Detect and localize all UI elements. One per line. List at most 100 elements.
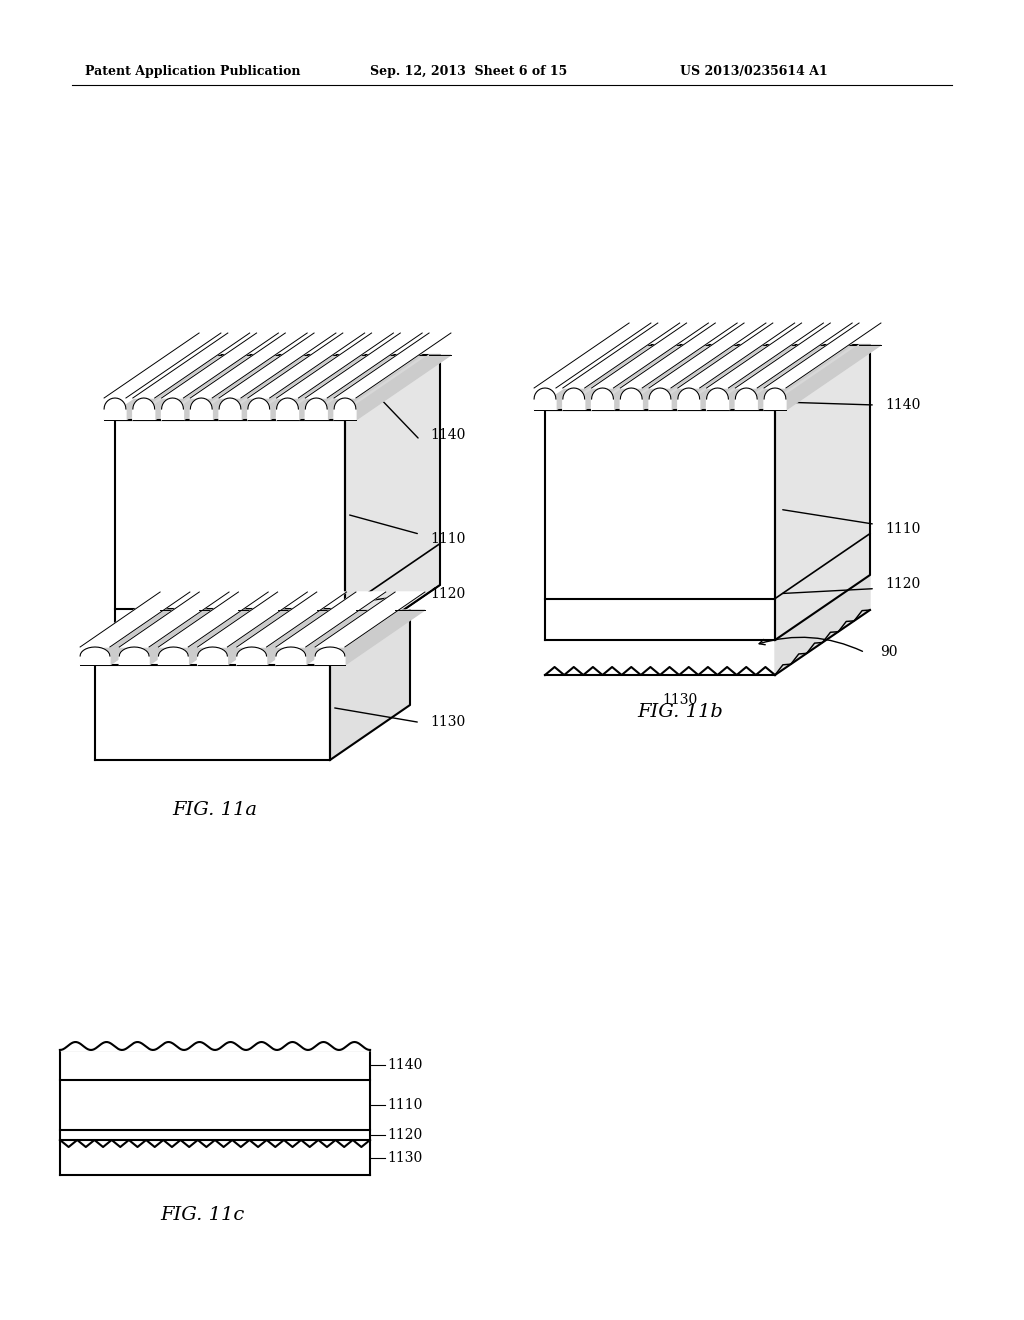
Polygon shape (315, 647, 345, 665)
Polygon shape (60, 1049, 370, 1175)
Polygon shape (190, 399, 212, 420)
Polygon shape (621, 323, 737, 388)
Text: FIG. 11c: FIG. 11c (160, 1206, 245, 1224)
Polygon shape (535, 323, 651, 388)
Polygon shape (237, 591, 346, 647)
Polygon shape (678, 345, 795, 411)
Polygon shape (334, 333, 451, 399)
Polygon shape (198, 610, 307, 665)
Polygon shape (735, 345, 852, 411)
Polygon shape (237, 610, 346, 665)
Polygon shape (159, 647, 188, 665)
Polygon shape (159, 591, 268, 647)
Polygon shape (563, 388, 585, 411)
Polygon shape (735, 323, 852, 388)
Polygon shape (707, 323, 823, 388)
Polygon shape (621, 345, 737, 411)
Polygon shape (190, 333, 307, 399)
Polygon shape (219, 399, 241, 420)
Polygon shape (764, 323, 881, 388)
Text: 1110: 1110 (387, 1098, 422, 1111)
Polygon shape (678, 388, 699, 411)
Polygon shape (764, 345, 881, 411)
Polygon shape (115, 420, 345, 649)
Text: Sep. 12, 2013  Sheet 6 of 15: Sep. 12, 2013 Sheet 6 of 15 (370, 65, 567, 78)
Text: 1110: 1110 (885, 523, 921, 536)
Polygon shape (334, 355, 451, 420)
Polygon shape (678, 323, 795, 388)
Polygon shape (545, 411, 775, 640)
Polygon shape (276, 399, 298, 420)
Polygon shape (80, 610, 189, 665)
Polygon shape (592, 345, 709, 411)
Polygon shape (119, 591, 229, 647)
Polygon shape (162, 399, 183, 420)
Polygon shape (592, 388, 613, 411)
Polygon shape (133, 355, 250, 420)
Polygon shape (707, 388, 728, 411)
Polygon shape (315, 610, 425, 665)
Polygon shape (115, 355, 440, 420)
Polygon shape (198, 591, 307, 647)
Text: FIG. 11a: FIG. 11a (172, 801, 257, 818)
Polygon shape (276, 333, 393, 399)
Text: 1140: 1140 (430, 428, 465, 442)
Polygon shape (190, 355, 307, 420)
Polygon shape (248, 399, 269, 420)
Polygon shape (248, 333, 365, 399)
Polygon shape (104, 399, 126, 420)
Text: 1130: 1130 (387, 1151, 422, 1164)
Text: US 2013/0235614 A1: US 2013/0235614 A1 (680, 65, 827, 78)
Polygon shape (237, 647, 266, 665)
Polygon shape (535, 345, 651, 411)
Text: 1130: 1130 (663, 693, 697, 708)
Polygon shape (305, 399, 328, 420)
Polygon shape (248, 355, 365, 420)
Polygon shape (198, 647, 227, 665)
Polygon shape (735, 388, 757, 411)
Text: FIG. 11b: FIG. 11b (637, 704, 723, 721)
Text: 90: 90 (880, 645, 897, 660)
Polygon shape (621, 388, 642, 411)
Polygon shape (119, 647, 150, 665)
Polygon shape (80, 591, 189, 647)
Polygon shape (104, 355, 221, 420)
Polygon shape (119, 610, 229, 665)
Polygon shape (345, 355, 440, 649)
Polygon shape (764, 388, 786, 411)
Polygon shape (334, 399, 356, 420)
Polygon shape (563, 345, 680, 411)
Polygon shape (649, 388, 671, 411)
Polygon shape (535, 388, 556, 411)
Polygon shape (775, 576, 870, 675)
Polygon shape (330, 610, 410, 760)
Polygon shape (162, 333, 279, 399)
Polygon shape (219, 355, 336, 420)
Polygon shape (133, 333, 250, 399)
Polygon shape (95, 665, 330, 760)
Polygon shape (649, 345, 766, 411)
Polygon shape (275, 647, 306, 665)
Polygon shape (276, 355, 393, 420)
Polygon shape (775, 345, 870, 640)
Polygon shape (80, 647, 110, 665)
Polygon shape (219, 333, 336, 399)
Polygon shape (162, 355, 279, 420)
Text: 1140: 1140 (387, 1059, 422, 1072)
Polygon shape (707, 345, 823, 411)
Polygon shape (305, 333, 422, 399)
Polygon shape (315, 591, 425, 647)
Polygon shape (592, 323, 709, 388)
Polygon shape (563, 323, 680, 388)
Text: 1120: 1120 (387, 1129, 422, 1142)
Text: 1140: 1140 (885, 399, 921, 412)
Polygon shape (545, 345, 870, 411)
Polygon shape (104, 333, 221, 399)
Text: 1130: 1130 (430, 715, 465, 730)
Polygon shape (305, 355, 422, 420)
Polygon shape (133, 399, 155, 420)
Polygon shape (545, 640, 775, 675)
Text: Patent Application Publication: Patent Application Publication (85, 65, 300, 78)
Polygon shape (649, 323, 766, 388)
Polygon shape (159, 610, 268, 665)
